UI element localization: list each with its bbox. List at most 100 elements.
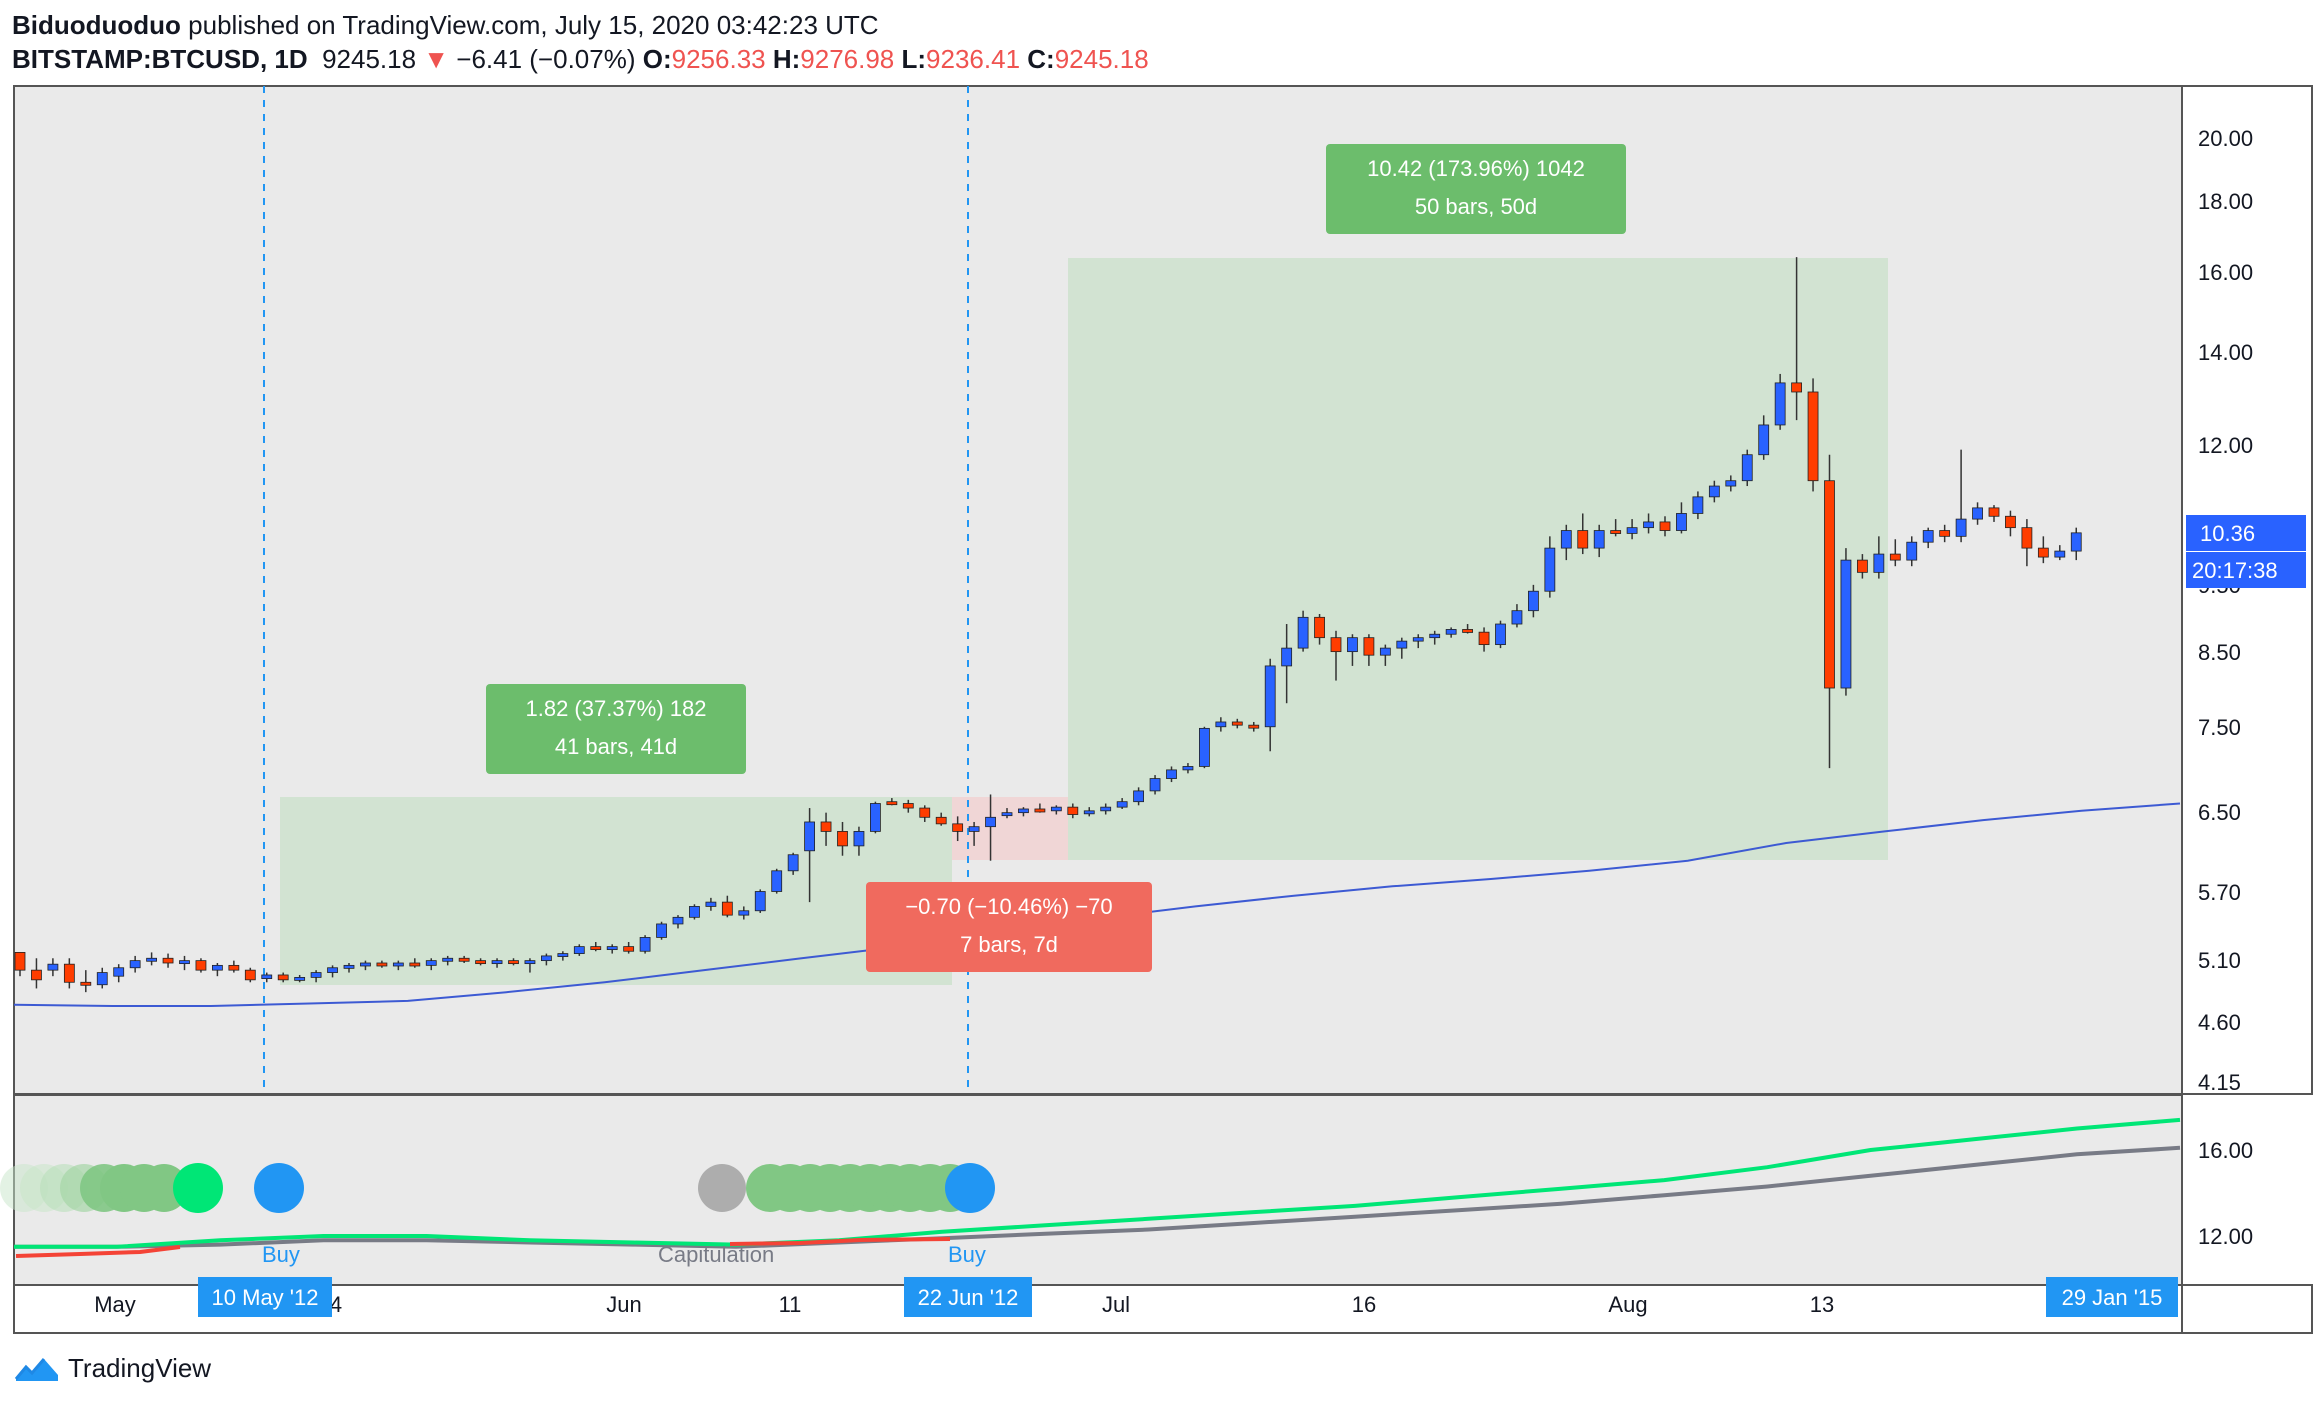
candle — [1182, 766, 1194, 771]
candle — [689, 906, 700, 918]
candle — [1939, 530, 1951, 537]
high-value: 9276.98 — [800, 44, 895, 74]
time-tick-jun: Jun — [606, 1292, 641, 1317]
price-tick: 8.50 — [2198, 640, 2241, 665]
time-tick-may: May — [94, 1292, 136, 1317]
candle — [2021, 527, 2033, 549]
date-marker-2-text: 22 Jun '12 — [918, 1285, 1019, 1310]
current-price: 10.36 — [2200, 521, 2255, 546]
candle — [327, 967, 338, 973]
oscillator-gray-line — [14, 1145, 2181, 1249]
price-tick: 20.00 — [2198, 126, 2253, 151]
candle — [1692, 496, 1704, 514]
capitulation-dot — [698, 1164, 746, 1212]
candle — [886, 801, 898, 806]
candle — [1330, 637, 1342, 653]
time-tick-aug: Aug — [1608, 1292, 1647, 1317]
candle — [1462, 629, 1473, 633]
candle — [1396, 640, 1408, 649]
candle — [721, 901, 733, 916]
candle — [639, 937, 651, 952]
date-marker-3-text: 29 Jan '15 — [2062, 1285, 2163, 1310]
strong-signal-dot — [173, 1163, 223, 1213]
candle — [2005, 515, 2016, 529]
candle — [1215, 721, 1227, 728]
candle — [837, 831, 848, 847]
candle — [1988, 507, 2000, 517]
candle — [475, 960, 487, 965]
price-tick: 4.15 — [2198, 1070, 2241, 1095]
last-price: 9245.18 — [322, 44, 417, 74]
author-name[interactable]: Biduoduoduo — [12, 10, 181, 40]
candle — [1659, 521, 1671, 531]
candle — [1544, 547, 1556, 592]
candle — [1264, 665, 1276, 728]
candle — [508, 960, 519, 965]
candle — [458, 957, 470, 962]
date-marker-1-text: 10 May '12 — [212, 1285, 319, 1310]
candles-group — [14, 257, 2082, 993]
symbol-label[interactable]: BITSTAMP:BTCUSD, 1D — [12, 44, 308, 74]
candle — [343, 964, 355, 969]
candle — [244, 969, 256, 981]
candle — [376, 962, 388, 967]
candle — [1873, 553, 1885, 573]
candle — [1363, 637, 1375, 656]
candle — [360, 962, 371, 967]
candle — [1955, 518, 1967, 537]
candle — [1626, 527, 1638, 534]
close-label: C: — [1027, 44, 1055, 74]
candle — [557, 953, 569, 957]
candle — [1577, 530, 1589, 549]
candle — [1100, 806, 1112, 812]
candle — [47, 963, 59, 971]
candle — [2037, 547, 2049, 558]
price-axis[interactable] — [2181, 85, 2313, 1095]
candle — [705, 901, 717, 907]
candle — [1034, 808, 1046, 813]
candle — [1643, 521, 1654, 529]
candle — [80, 981, 92, 986]
signal-dots-group-2 — [698, 1163, 995, 1213]
candle — [1199, 727, 1210, 767]
price-tick: 5.70 — [2198, 880, 2241, 905]
price-tick: 12.00 — [2198, 433, 2253, 458]
oscillator-pane[interactable] — [13, 1094, 2183, 1286]
candle — [623, 946, 635, 952]
price-tick: 6.50 — [2198, 800, 2241, 825]
candle — [228, 964, 240, 971]
candle — [1906, 541, 1918, 561]
candle — [2070, 532, 2082, 552]
time-axis[interactable] — [13, 1284, 2183, 1334]
candle — [1429, 633, 1441, 639]
price-tick: 4.60 — [2198, 1010, 2241, 1035]
candle — [804, 821, 815, 852]
candle — [541, 955, 552, 962]
candle — [754, 891, 766, 912]
candle — [787, 854, 799, 872]
candle — [1972, 507, 1983, 520]
time-tick-jul: Jul — [1102, 1292, 1130, 1317]
price-tick: 16.00 — [2198, 260, 2253, 285]
price-tick: 7.50 — [2198, 715, 2241, 740]
candle — [31, 969, 42, 981]
oscillator-red-segment-2 — [729, 1237, 951, 1246]
candle — [902, 803, 914, 809]
candle — [14, 952, 26, 971]
measure-box-1[interactable] — [280, 797, 952, 985]
candle — [1774, 382, 1786, 426]
candle — [146, 957, 158, 962]
candle — [96, 972, 108, 986]
candle — [1347, 637, 1358, 653]
time-tick-4: 4 — [330, 1292, 342, 1317]
date-marker-1: 10 May '12 — [198, 1277, 332, 1317]
candle — [277, 974, 289, 981]
candle — [1248, 724, 1260, 729]
tradingview-footer[interactable]: TradingView — [14, 1348, 211, 1388]
candle — [113, 967, 125, 977]
candle — [738, 910, 750, 916]
candle — [1149, 778, 1161, 792]
candle — [1018, 808, 1029, 814]
candle — [261, 974, 273, 980]
